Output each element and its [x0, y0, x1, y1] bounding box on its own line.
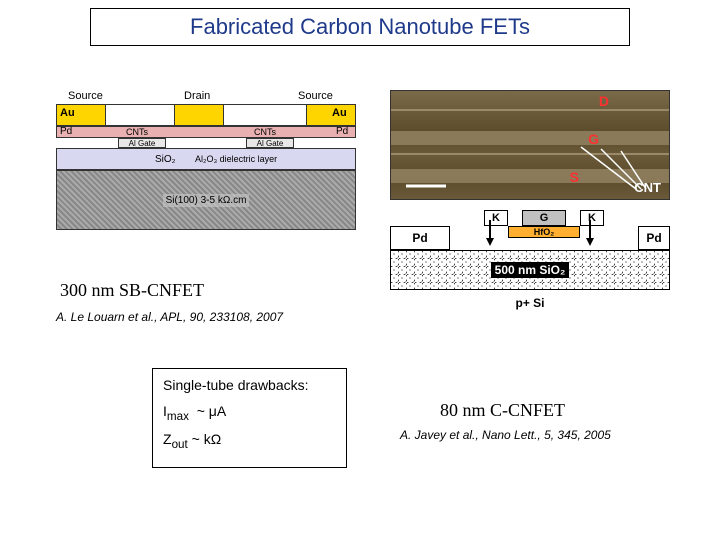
sio2-layer: SiO₂ Al₂O₃ dielectric layer: [56, 148, 356, 170]
device-1-ref: A. Le Louarn et al., APL, 90, 233108, 20…: [56, 310, 283, 324]
afm-label-d: D: [599, 93, 609, 109]
label-source-2: Source: [298, 90, 333, 102]
afm-image: D G S CNT: [390, 90, 670, 200]
label-algate-l: Al Gate: [129, 139, 156, 148]
afm-stripe: [391, 169, 669, 183]
afm-label-g: G: [588, 131, 599, 147]
au-box-r: [306, 104, 356, 126]
label-drain: Drain: [184, 90, 210, 102]
drawbacks-line2: Zout ~ kΩ: [163, 431, 336, 451]
pd-box-r: Pd: [638, 226, 670, 250]
label-cnts-l: CNTs: [126, 127, 148, 137]
label-psi: p+ Si: [515, 296, 544, 310]
afm-stripe: [391, 109, 669, 111]
label-pd-l: Pd: [60, 126, 72, 137]
afm-label-cnt: CNT: [634, 180, 661, 195]
algate-r: Al Gate: [246, 138, 294, 148]
psi-layer: p+ Si: [390, 292, 670, 310]
label-au-l: Au: [60, 107, 75, 119]
si-substrate: Si(100) 3-5 kΩ.cm: [56, 170, 356, 230]
label-al2o3: Al₂O₃ dielectric layer: [195, 154, 277, 164]
label-sio2: SiO₂: [155, 154, 176, 165]
label-pd-r: Pd: [336, 126, 348, 137]
algate-l: Al Gate: [118, 138, 166, 148]
au-box-m: [174, 104, 224, 126]
label-pd2-l: Pd: [412, 231, 427, 245]
label-pd2-r: Pd: [646, 231, 661, 245]
title-box: Fabricated Carbon Nanotube FETs: [90, 8, 630, 46]
drawbacks-box: Single-tube drawbacks: Imax ~ μA Zout ~ …: [152, 368, 347, 468]
label-algate-r: Al Gate: [257, 139, 284, 148]
page-title: Fabricated Carbon Nanotube FETs: [190, 14, 530, 40]
pd-layer: [56, 126, 356, 138]
device-2-diagram: K K G HfO₂ Pd Pd 500 nm SiO₂ p+ Si: [390, 210, 670, 320]
device-2-ref: A. Javey et al., Nano Lett., 5, 345, 200…: [400, 428, 611, 442]
drawbacks-line1: Imax ~ μA: [163, 403, 336, 423]
label-cnts-r: CNTs: [254, 127, 276, 137]
label-si: Si(100) 3-5 kΩ.cm: [163, 194, 250, 207]
device-1-diagram: Source Drain Source Au Au Pd Pd CNTs CNT…: [56, 90, 356, 250]
afm-arrows: [391, 91, 670, 200]
afm-stripe: [391, 153, 669, 155]
drawbacks-header: Single-tube drawbacks:: [163, 377, 336, 393]
device-1-caption: 300 nm SB-CNFET: [60, 280, 204, 301]
afm-label-s: S: [570, 169, 579, 185]
label-source: Source: [68, 90, 103, 102]
device-2-caption: 80 nm C-CNFET: [440, 400, 565, 421]
label-sio2-2: 500 nm SiO₂: [491, 262, 570, 278]
pd-box-l: Pd: [390, 226, 450, 250]
label-au-r: Au: [332, 107, 347, 119]
afm-stripe: [391, 131, 669, 145]
sio2-2-layer: 500 nm SiO₂: [390, 250, 670, 290]
cnt-arrows: [450, 220, 638, 250]
